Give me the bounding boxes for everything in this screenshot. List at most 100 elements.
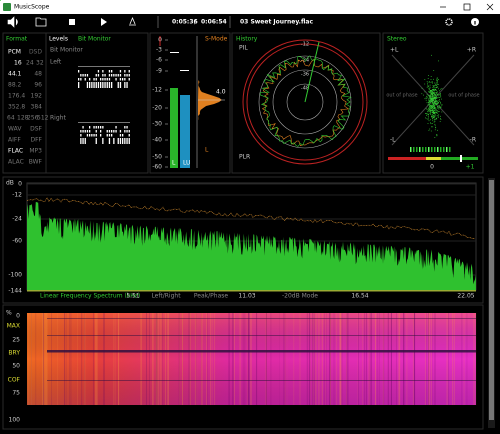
frequency-scroll	[27, 290, 476, 292]
panel	[2, 304, 484, 430]
bit-dot	[108, 70, 111, 73]
stereo-dot	[434, 94, 436, 96]
stereo-dot	[435, 101, 437, 102]
stereo-dot	[436, 86, 438, 88]
export-button[interactable]	[129, 16, 136, 26]
stereo-dot	[436, 134, 437, 136]
stereo-dot	[434, 87, 436, 89]
spectrogram-streak	[158, 313, 160, 405]
stereo-dot	[430, 98, 432, 100]
stereo-dot	[426, 86, 428, 88]
stereo-dot	[437, 100, 439, 102]
bit-dot	[100, 82, 102, 88]
stereo-dot	[430, 123, 432, 125]
stereo-dot	[429, 87, 431, 89]
spectrogram-tick: 50	[12, 363, 20, 370]
stop-button[interactable]	[69, 19, 75, 25]
stereo-dot	[435, 92, 437, 93]
bit-dot	[119, 74, 122, 77]
correlation-tick	[437, 147, 439, 152]
stereo-dot	[432, 112, 434, 113]
history-ring	[286, 83, 324, 121]
bit-dot	[128, 70, 130, 73]
bit-dot	[119, 82, 122, 88]
stereo-dot	[440, 119, 442, 120]
spectrogram-streak	[339, 313, 341, 405]
stereo-dot	[433, 85, 435, 86]
stereo-dot	[429, 95, 431, 96]
spectrogram-streak	[454, 313, 455, 405]
settings-button[interactable]	[445, 18, 453, 26]
spectrogram-streak	[239, 313, 241, 405]
open-button[interactable]	[35, 17, 47, 27]
stereo-dot	[439, 106, 441, 108]
stereo-dot	[433, 98, 434, 100]
bit-dot	[78, 78, 80, 81]
spectrogram-band	[47, 350, 476, 353]
elapsed-time: 0:05:36	[172, 19, 198, 26]
meter-mode: S-Mode	[205, 36, 228, 43]
stereo-dot	[429, 110, 431, 112]
correlation-marker	[460, 155, 462, 162]
stereo-dot	[427, 118, 429, 120]
stereo-dot	[430, 81, 432, 83]
ring-label: -24	[301, 58, 309, 64]
volume-button[interactable]	[7, 16, 18, 28]
stereo-dot	[432, 118, 434, 120]
spectrogram-streak	[265, 313, 267, 405]
stereo-dot	[436, 82, 438, 84]
x-tick-label: 5.51	[126, 293, 140, 300]
stereo-dot	[433, 92, 435, 94]
spectrogram-streak	[330, 313, 331, 405]
spectrogram-streak	[42, 313, 43, 405]
stereo-dot	[439, 99, 440, 100]
spectrogram-streak	[233, 313, 235, 405]
bit-dot	[115, 126, 117, 129]
correlation-tick	[431, 147, 433, 152]
stereo-dot	[435, 115, 437, 117]
spectrogram-band	[47, 335, 476, 336]
stereo-dot	[434, 97, 435, 98]
stereo-dot	[434, 121, 436, 122]
spectrogram-streak	[333, 313, 335, 405]
stereo-dot	[432, 107, 434, 109]
bit-dot	[124, 78, 126, 81]
spectrogram-streak	[366, 313, 367, 405]
codec-label: DSF	[30, 126, 42, 133]
stereo-dot	[438, 105, 440, 106]
stereo-dot	[438, 106, 440, 108]
stereo-dot	[433, 96, 435, 98]
stereo-dot	[431, 116, 433, 117]
stereo-dot	[437, 77, 438, 79]
scrollbar-thumb[interactable]	[489, 180, 494, 420]
stereo-dot	[436, 84, 438, 85]
spectrogram-streak	[167, 313, 169, 405]
stereo-dot	[435, 97, 437, 98]
correlation-tick	[428, 147, 430, 152]
panel-title: Levels	[49, 36, 68, 43]
close-button[interactable]	[486, 3, 494, 11]
play-button[interactable]	[101, 18, 107, 26]
stereo-dot	[433, 103, 435, 105]
stereo-dot	[430, 122, 431, 124]
spectrogram-streak	[461, 313, 463, 405]
meter-scale: -60	[152, 164, 162, 171]
stereo-dot	[428, 102, 429, 104]
stereo-dot	[434, 99, 436, 101]
spectrogram-streak	[368, 313, 370, 405]
axis-unit: dB	[6, 180, 14, 187]
stereo-dot	[437, 115, 438, 117]
spectrogram-streak	[315, 313, 317, 405]
stereo-dot	[430, 97, 432, 99]
y-tick-label: -144	[8, 288, 22, 295]
stereo-dot	[431, 109, 433, 111]
stereo-dot	[431, 108, 433, 109]
stereo-dot	[430, 101, 432, 103]
spectrogram-streak	[390, 313, 392, 405]
spectrogram-streak	[364, 313, 366, 405]
spectrogram-streak	[447, 313, 449, 405]
bit-dot	[122, 78, 124, 81]
spectrogram-streak	[97, 313, 98, 405]
maximize-button[interactable]	[463, 3, 471, 11]
stereo-dot	[429, 105, 430, 107]
